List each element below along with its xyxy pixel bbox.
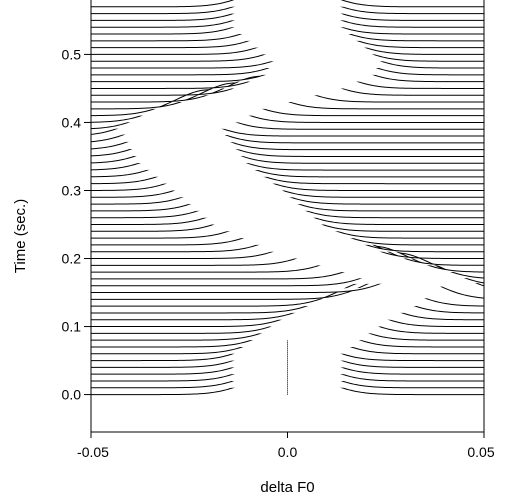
x-tick-label: 0.05 [467, 444, 494, 460]
trace-line [91, 238, 484, 266]
y-axis-label: Time (sec.) [12, 199, 29, 273]
y-tick-label: 0.5 [62, 46, 82, 62]
x-tick-label: -0.05 [77, 444, 109, 460]
y-tick-label: 0.2 [62, 251, 82, 267]
y-tick-label: 0.0 [62, 387, 82, 403]
y-ticks: 0.0 0.1 0.2 0.3 0.4 0.5 [62, 46, 91, 403]
trace-line [90, 170, 484, 198]
waterfall-traces [90, 0, 485, 396]
trace-line [91, 0, 484, 15]
trace-line [91, 164, 484, 191]
trace-line [91, 293, 484, 321]
y-tick-label: 0.4 [62, 114, 82, 130]
x-ticks: -0.05 0.0 0.05 [77, 432, 495, 460]
trace-line [91, 0, 484, 8]
x-tick-label: 0.0 [278, 444, 298, 460]
y-tick-label: 0.3 [62, 182, 82, 198]
y-tick-label: 0.1 [62, 319, 82, 335]
x-axis-label: delta F0 [260, 479, 314, 496]
